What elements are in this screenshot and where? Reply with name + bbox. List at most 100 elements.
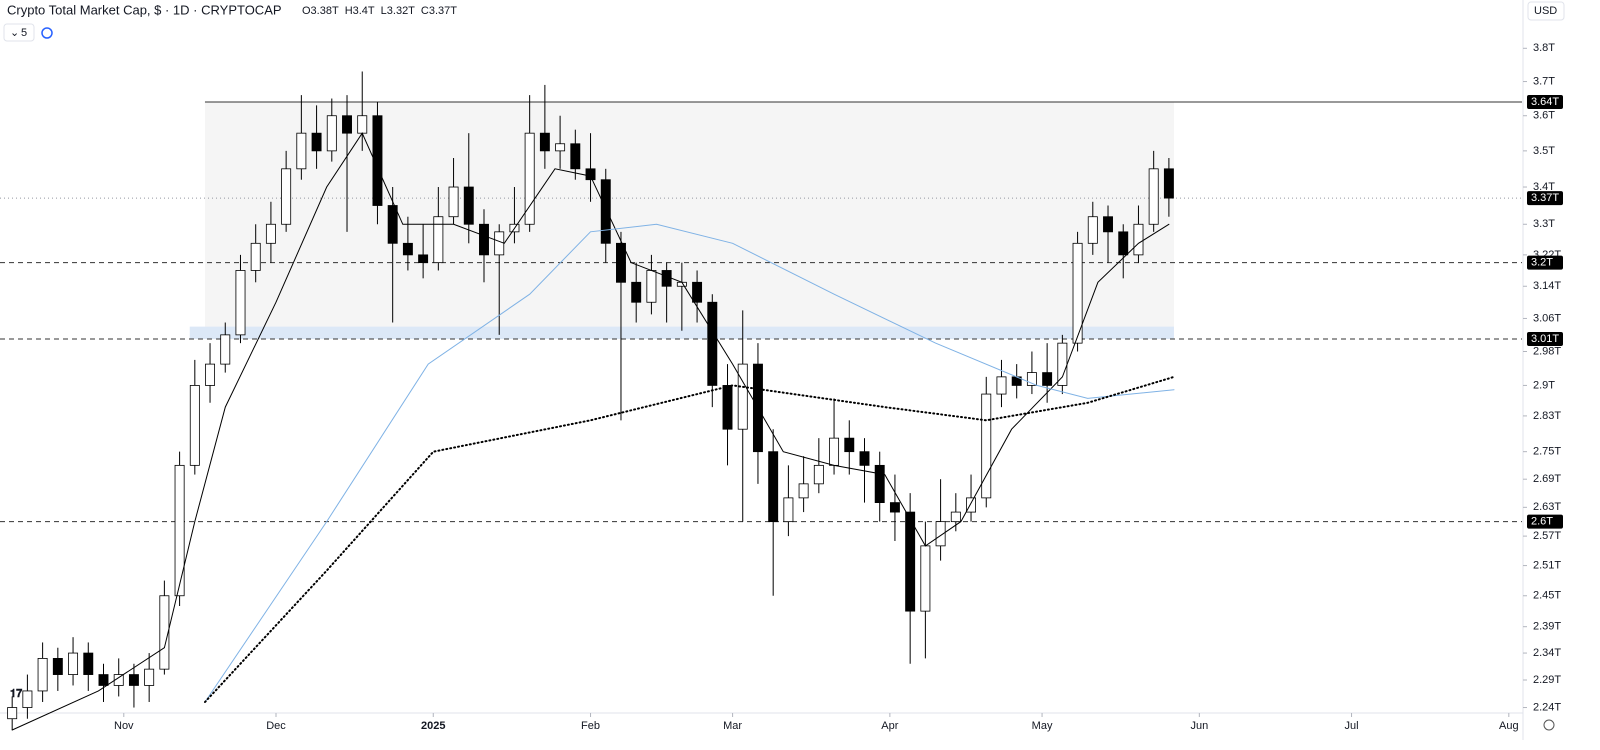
candle-body — [281, 168, 292, 225]
y-tick-label: 3.4T — [1533, 181, 1555, 193]
ohlc-value: L3.32T — [381, 5, 416, 17]
candle-body — [539, 132, 550, 152]
candle-body — [98, 674, 109, 686]
candle-body — [402, 242, 413, 256]
candle-body — [555, 143, 566, 152]
candle-body — [768, 451, 779, 523]
level-label: 3.37T — [1531, 192, 1559, 204]
y-tick-label: 2.34T — [1533, 647, 1561, 659]
candle-body — [905, 511, 916, 612]
level-tag — [1527, 191, 1563, 206]
candle-body — [52, 658, 63, 675]
indicator-line — [204, 223, 1175, 703]
indicator-toggle[interactable] — [3, 23, 35, 42]
y-tick-label: 2.83T — [1533, 410, 1561, 422]
candle-body — [220, 334, 231, 365]
candle-body — [1057, 342, 1068, 386]
candle-body — [829, 437, 840, 466]
candle-body — [874, 464, 885, 503]
x-tick-label: Aug — [1499, 720, 1519, 732]
candle-body — [433, 216, 444, 264]
ohlc-value: C3.37T — [421, 5, 457, 17]
legend-bg — [0, 0, 500, 44]
candle-body — [250, 242, 261, 271]
y-tick-label: 3.7T — [1533, 75, 1555, 87]
candle-body — [950, 511, 961, 523]
y-tick-label: 2.57T — [1533, 530, 1561, 542]
level-tag — [1527, 514, 1563, 529]
candle-body — [479, 223, 489, 256]
ohlc-legend: O3.38T H3.4T L3.32T C3.37T — [302, 5, 457, 17]
y-tick-label: 2.75T — [1533, 446, 1561, 458]
candle-body — [783, 497, 794, 523]
level-tag — [1527, 94, 1563, 109]
candle-body — [1148, 168, 1159, 225]
candle-body — [966, 497, 977, 513]
x-tick-label: Mar — [723, 720, 742, 732]
y-tick-label: 3.14T — [1533, 280, 1561, 292]
y-tick-label: 3.06T — [1533, 312, 1561, 324]
level-label: 3.64T — [1531, 96, 1559, 108]
candle-body — [1163, 168, 1174, 199]
candle-body — [707, 301, 718, 386]
y-tick-label: 2.69T — [1533, 473, 1561, 485]
candle-body — [144, 668, 155, 686]
y-tick-label: 2.63T — [1533, 501, 1561, 513]
y-tick-label: 2.51T — [1533, 559, 1561, 571]
candle-body — [646, 270, 657, 303]
candle-body — [189, 385, 200, 466]
settings-icon[interactable] — [1543, 719, 1555, 731]
y-tick-label: 3.8T — [1533, 42, 1555, 54]
candle-body — [1026, 372, 1037, 386]
range-box — [204, 101, 1174, 339]
y-tick-label: 2.45T — [1533, 590, 1561, 602]
ohlc-value: H3.4T — [345, 5, 375, 17]
logo: 𝟏𝟕 — [10, 688, 23, 700]
chart-title: Crypto Total Market Cap, $ · 1D · CRYPTO… — [7, 2, 282, 17]
candle-body — [342, 115, 352, 134]
candle-body — [235, 270, 246, 336]
candle-body — [311, 132, 322, 152]
candle-body — [981, 393, 992, 499]
candle-body — [524, 132, 535, 225]
candle-body — [935, 521, 946, 547]
y-tick-label: 2.9T — [1533, 379, 1555, 391]
y-tick-label: 2.24T — [1533, 701, 1561, 713]
x-tick-label: May — [1032, 720, 1053, 732]
candle-body — [616, 242, 626, 283]
candle-body — [296, 132, 307, 170]
candle-body — [128, 674, 139, 686]
candle-body — [1118, 231, 1129, 256]
indicator-line — [204, 375, 1175, 703]
level-tag — [1527, 255, 1563, 270]
candle-body — [463, 186, 474, 225]
x-tick-label: Apr — [881, 720, 898, 732]
sync-icon[interactable] — [41, 27, 53, 39]
candle-body — [600, 179, 611, 244]
candle-body — [7, 707, 18, 720]
candle-body — [692, 281, 703, 303]
candle-body — [844, 437, 855, 453]
candle-body — [1042, 372, 1053, 386]
candle-body — [372, 115, 383, 206]
chevron: ⌄ — [10, 27, 19, 39]
level-tag — [1527, 331, 1563, 346]
x-tick-label: Jun — [1190, 720, 1208, 732]
y-tick-label: 2.39T — [1533, 621, 1561, 633]
candle-body — [722, 385, 733, 430]
candle-body — [326, 115, 337, 152]
candle-body — [418, 254, 429, 264]
candle-body — [357, 115, 368, 134]
candle-body — [737, 363, 748, 430]
level-label: 3.01T — [1531, 333, 1559, 345]
candle-body — [174, 464, 185, 597]
y-tick-label: 2.98T — [1533, 345, 1561, 357]
candle-body — [83, 652, 94, 675]
level-label: 2.6T — [1531, 516, 1553, 528]
candle-body — [265, 223, 276, 244]
zone-box — [189, 326, 1174, 339]
indicator-line — [11, 132, 1170, 731]
currency: USD — [1534, 5, 1557, 17]
currency-button[interactable] — [1527, 1, 1565, 21]
